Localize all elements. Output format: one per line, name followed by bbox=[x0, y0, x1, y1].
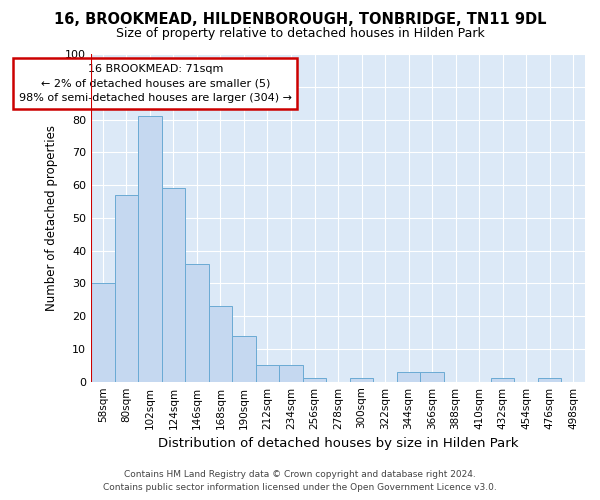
Bar bbox=[279, 366, 303, 382]
Bar bbox=[303, 378, 326, 382]
Text: Contains HM Land Registry data © Crown copyright and database right 2024.
Contai: Contains HM Land Registry data © Crown c… bbox=[103, 470, 497, 492]
Bar bbox=[91, 284, 115, 382]
Bar bbox=[138, 116, 161, 382]
Bar bbox=[491, 378, 514, 382]
Bar bbox=[397, 372, 421, 382]
Text: 16 BROOKMEAD: 71sqm
← 2% of detached houses are smaller (5)
98% of semi-detached: 16 BROOKMEAD: 71sqm ← 2% of detached hou… bbox=[19, 64, 292, 104]
Bar bbox=[185, 264, 209, 382]
Bar bbox=[232, 336, 256, 382]
Bar bbox=[256, 366, 279, 382]
Bar bbox=[350, 378, 373, 382]
Bar bbox=[161, 188, 185, 382]
Text: Size of property relative to detached houses in Hilden Park: Size of property relative to detached ho… bbox=[116, 28, 484, 40]
Y-axis label: Number of detached properties: Number of detached properties bbox=[45, 125, 58, 311]
Text: 16, BROOKMEAD, HILDENBOROUGH, TONBRIDGE, TN11 9DL: 16, BROOKMEAD, HILDENBOROUGH, TONBRIDGE,… bbox=[54, 12, 546, 28]
Bar bbox=[115, 195, 138, 382]
Bar bbox=[209, 306, 232, 382]
X-axis label: Distribution of detached houses by size in Hilden Park: Distribution of detached houses by size … bbox=[158, 437, 518, 450]
Bar bbox=[421, 372, 444, 382]
Bar bbox=[538, 378, 562, 382]
